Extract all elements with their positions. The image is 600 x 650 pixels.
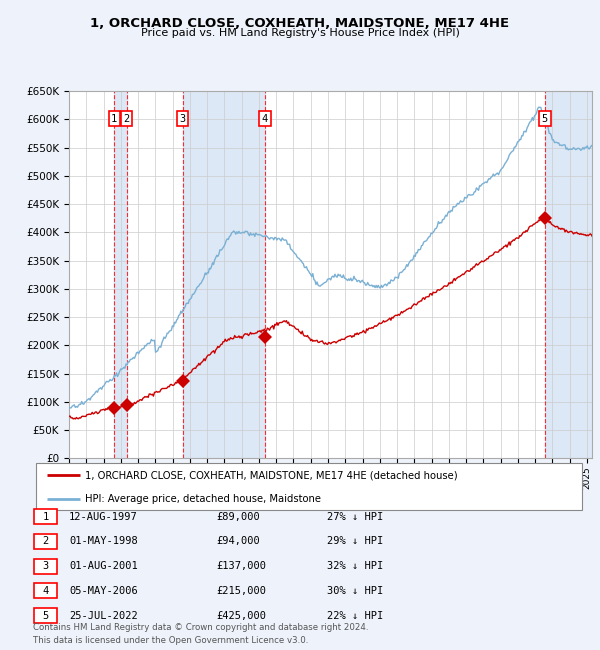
- Text: 25-JUL-2022: 25-JUL-2022: [69, 610, 138, 621]
- Text: HPI: Average price, detached house, Maidstone: HPI: Average price, detached house, Maid…: [85, 493, 321, 504]
- Text: 22% ↓ HPI: 22% ↓ HPI: [327, 610, 383, 621]
- Text: £94,000: £94,000: [216, 536, 260, 547]
- Text: 12-AUG-1997: 12-AUG-1997: [69, 512, 138, 522]
- Text: 3: 3: [43, 561, 49, 571]
- Text: 32% ↓ HPI: 32% ↓ HPI: [327, 561, 383, 571]
- Bar: [114, 91, 127, 458]
- Text: 27% ↓ HPI: 27% ↓ HPI: [327, 512, 383, 522]
- Text: 05-MAY-2006: 05-MAY-2006: [69, 586, 138, 596]
- Bar: [182, 91, 265, 458]
- Text: Price paid vs. HM Land Registry's House Price Index (HPI): Price paid vs. HM Land Registry's House …: [140, 28, 460, 38]
- Text: £425,000: £425,000: [216, 610, 266, 621]
- Text: 29% ↓ HPI: 29% ↓ HPI: [327, 536, 383, 547]
- Text: 4: 4: [262, 114, 268, 124]
- Text: 2: 2: [124, 114, 130, 124]
- Text: 1, ORCHARD CLOSE, COXHEATH, MAIDSTONE, ME17 4HE (detached house): 1, ORCHARD CLOSE, COXHEATH, MAIDSTONE, M…: [85, 470, 458, 480]
- Text: £215,000: £215,000: [216, 586, 266, 596]
- Text: £89,000: £89,000: [216, 512, 260, 522]
- Text: 5: 5: [43, 610, 49, 621]
- Text: 3: 3: [179, 114, 186, 124]
- Text: 1: 1: [111, 114, 118, 124]
- Text: 4: 4: [43, 586, 49, 596]
- Text: 5: 5: [542, 114, 548, 124]
- Text: 2: 2: [43, 536, 49, 547]
- Text: 30% ↓ HPI: 30% ↓ HPI: [327, 586, 383, 596]
- Text: 1, ORCHARD CLOSE, COXHEATH, MAIDSTONE, ME17 4HE: 1, ORCHARD CLOSE, COXHEATH, MAIDSTONE, M…: [91, 17, 509, 30]
- Bar: [545, 91, 592, 458]
- Text: 1: 1: [43, 512, 49, 522]
- Text: 01-MAY-1998: 01-MAY-1998: [69, 536, 138, 547]
- Text: Contains HM Land Registry data © Crown copyright and database right 2024.
This d: Contains HM Land Registry data © Crown c…: [33, 623, 368, 645]
- Text: 01-AUG-2001: 01-AUG-2001: [69, 561, 138, 571]
- Text: £137,000: £137,000: [216, 561, 266, 571]
